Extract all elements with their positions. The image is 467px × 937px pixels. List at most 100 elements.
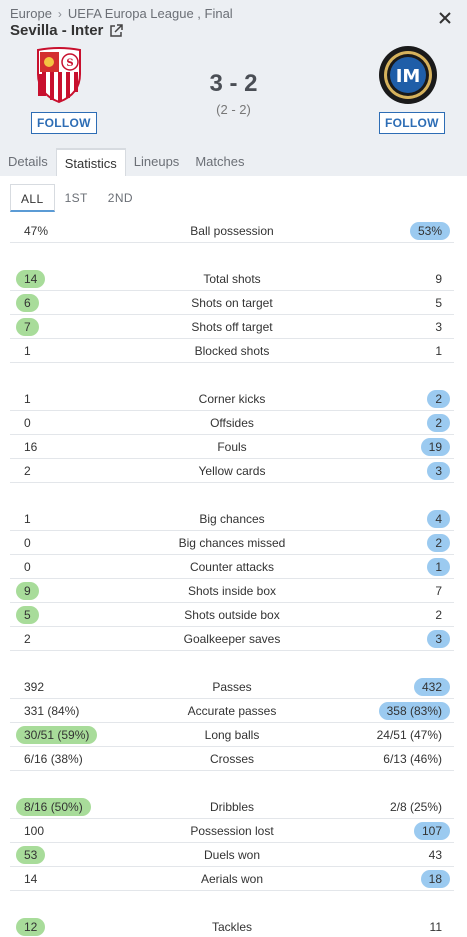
stat-row: Counter attacks 0 1 <box>10 555 454 579</box>
stat-home-value: 392 <box>24 680 45 694</box>
stat-row: Goalkeeper saves 2 3 <box>10 627 454 651</box>
stat-away-value: 4 <box>427 510 450 528</box>
stat-label: Passes <box>212 680 252 694</box>
stat-away-value: 3 <box>427 630 450 648</box>
stat-home-value: 6 <box>16 294 39 312</box>
stat-label: Blocked shots <box>194 344 270 358</box>
stat-row: Crosses 6/16 (38%) 6/13 (46%) <box>10 747 454 771</box>
svg-text:S: S <box>66 58 73 69</box>
stat-away-value: 2 <box>427 390 450 408</box>
stat-home-value: 100 <box>24 824 45 838</box>
stat-label: Aerials won <box>200 872 264 886</box>
stat-away-value: 53% <box>409 222 450 240</box>
follow-home-button[interactable]: FOLLOW <box>31 112 97 134</box>
stat-away-value: 2 <box>427 534 450 552</box>
stat-away-value: 11 <box>429 920 442 934</box>
stat-away-value: 6/13 (46%) <box>383 752 442 766</box>
stat-row: Accurate passes 331 (84%) 358 (83%) <box>10 699 454 723</box>
stat-away-value: 1 <box>427 558 450 576</box>
match-title: Sevilla - Inter <box>10 22 124 39</box>
stat-home-value: 16 <box>24 440 38 454</box>
stat-label: Shots off target <box>191 320 273 334</box>
match-title-text: Sevilla - Inter <box>10 22 104 39</box>
stat-home-value: 14 <box>24 872 38 886</box>
stat-label: Yellow cards <box>198 464 266 478</box>
stat-home-value: 30/51 (59%) <box>16 726 98 744</box>
stat-row: Shots on target 6 5 <box>10 291 454 315</box>
stat-home-value: 9 <box>16 582 39 600</box>
period-tab-1st[interactable]: 1ST <box>64 191 88 205</box>
section-gap <box>10 891 454 915</box>
stat-row: Big chances 1 4 <box>10 507 454 531</box>
stat-label: Total shots <box>203 272 261 286</box>
tab-matches[interactable]: Matches <box>195 154 245 169</box>
stat-row: Fouls 16 19 <box>10 435 454 459</box>
inter-crest-icon: IM <box>379 46 437 104</box>
stat-label: Shots outside box <box>184 608 280 622</box>
stat-row: Offsides 0 2 <box>10 411 454 435</box>
chevron-right-icon: › <box>57 6 62 21</box>
tab-lineups[interactable]: Lineups <box>133 154 180 169</box>
stat-row: Shots off target 7 3 <box>10 315 454 339</box>
stat-label: Tackles <box>211 920 252 934</box>
stat-label: Fouls <box>217 440 247 454</box>
stat-label: Possession lost <box>190 824 274 838</box>
stat-away-value: 7 <box>435 584 442 598</box>
stat-label: Big chances missed <box>178 536 286 550</box>
close-icon[interactable] <box>437 10 453 26</box>
stat-label: Corner kicks <box>198 392 266 406</box>
stat-away-value: 3 <box>427 462 450 480</box>
stat-away-value: 5 <box>435 296 442 310</box>
stat-row: Ball possession 47% 53% <box>10 219 454 243</box>
stat-home-value: 14 <box>16 270 46 288</box>
tab-details[interactable]: Details <box>8 154 48 169</box>
stat-away-value: 107 <box>413 822 450 840</box>
period-tab-all[interactable]: ALL <box>10 184 55 212</box>
stat-home-value: 2 <box>24 632 31 646</box>
section-gap <box>10 651 454 675</box>
stat-label: Big chances <box>199 512 265 526</box>
match-header: Europe › UEFA Europa League , Final Sevi… <box>0 0 467 176</box>
stat-row: Yellow cards 2 3 <box>10 459 454 483</box>
score: 3 - 2 <box>209 70 258 97</box>
stat-away-value: 1 <box>435 344 442 358</box>
stat-row: Total shots 14 9 <box>10 267 454 291</box>
stat-home-value: 1 <box>24 392 31 406</box>
stat-away-value: 2 <box>427 414 450 432</box>
stat-away-value: 3 <box>435 320 442 334</box>
stat-label: Offsides <box>210 416 254 430</box>
stat-label: Duels won <box>203 848 261 862</box>
stat-label: Goalkeeper saves <box>183 632 281 646</box>
stat-away-value: 9 <box>435 272 442 286</box>
stat-row: Dribbles 8/16 (50%) 2/8 (25%) <box>10 795 454 819</box>
stat-away-value: 19 <box>420 438 450 456</box>
breadcrumb-competition[interactable]: UEFA Europa League , Final <box>67 6 233 21</box>
external-link-icon[interactable] <box>109 23 124 38</box>
follow-away-button[interactable]: FOLLOW <box>379 112 445 134</box>
tab-statistics[interactable]: Statistics <box>55 148 126 176</box>
stat-home-value: 47% <box>24 224 49 238</box>
stat-label: Crosses <box>209 752 254 766</box>
stat-home-value: 0 <box>24 416 31 430</box>
stat-row: Aerials won 14 18 <box>10 867 454 891</box>
stat-away-value: 432 <box>413 678 450 696</box>
stat-row: Corner kicks 1 2 <box>10 387 454 411</box>
stat-home-value: 0 <box>24 536 31 550</box>
stat-row: Duels won 53 43 <box>10 843 454 867</box>
stat-row: Long balls 30/51 (59%) 24/51 (47%) <box>10 723 454 747</box>
stat-away-value: 24/51 (47%) <box>376 728 442 742</box>
stat-label: Long balls <box>204 728 260 742</box>
stat-home-value: 2 <box>24 464 31 478</box>
period-tab-2nd[interactable]: 2ND <box>107 191 133 205</box>
stat-away-value: 358 (83%) <box>378 702 450 720</box>
stat-home-value: 0 <box>24 560 31 574</box>
regular-time-score: (2 - 2) <box>216 102 251 117</box>
stat-label: Counter attacks <box>189 560 275 574</box>
stat-home-value: 5 <box>16 606 39 624</box>
breadcrumb-region[interactable]: Europe <box>10 6 52 21</box>
stat-home-value: 1 <box>24 344 31 358</box>
stat-away-value: 18 <box>420 870 450 888</box>
stat-row: Possession lost 100 107 <box>10 819 454 843</box>
stat-label: Shots inside box <box>187 584 277 598</box>
stat-row: Blocked shots 1 1 <box>10 339 454 363</box>
